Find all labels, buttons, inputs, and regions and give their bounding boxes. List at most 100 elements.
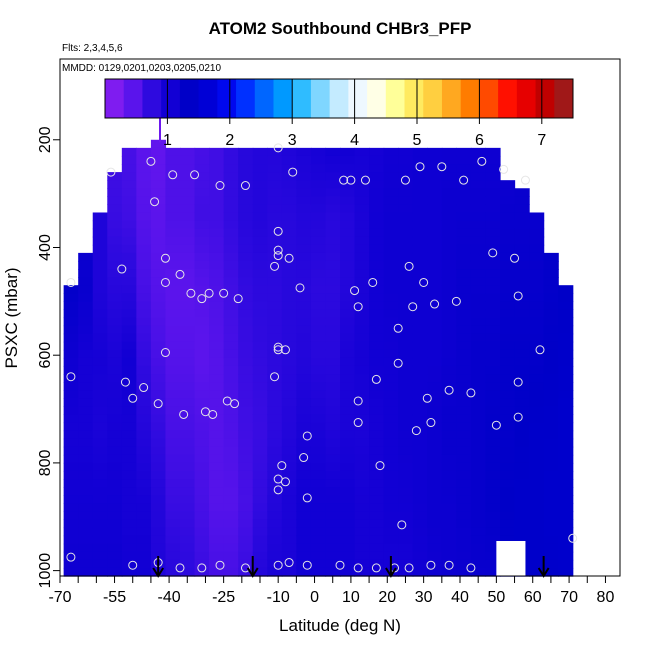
heatmap-cell bbox=[107, 495, 123, 504]
sample-point bbox=[477, 156, 487, 166]
heatmap-cell bbox=[543, 260, 559, 270]
sample-point bbox=[175, 563, 185, 573]
heatmap-cell bbox=[136, 422, 152, 432]
heatmap-cell bbox=[558, 406, 574, 416]
heatmap-cell bbox=[470, 341, 487, 351]
heatmap-cell bbox=[485, 527, 501, 537]
heatmap-cell bbox=[441, 220, 457, 230]
heatmap-cell bbox=[223, 317, 239, 327]
heatmap-cell bbox=[136, 228, 152, 238]
heatmap-cell bbox=[296, 357, 312, 367]
heatmap-cell bbox=[529, 228, 545, 238]
heatmap-cell bbox=[180, 438, 196, 448]
heatmap-cell bbox=[500, 357, 516, 367]
heatmap-cell bbox=[427, 172, 443, 181]
heatmap-cell bbox=[500, 446, 516, 456]
heatmap-cell bbox=[194, 188, 210, 197]
heatmap-cell bbox=[354, 511, 370, 521]
heatmap-cell bbox=[310, 349, 327, 359]
heatmap-cell bbox=[500, 503, 516, 512]
heatmap-cell bbox=[121, 462, 137, 472]
heatmap-cell bbox=[456, 252, 472, 262]
heatmap-cell bbox=[441, 535, 457, 545]
heatmap-cell bbox=[500, 260, 516, 270]
heatmap-cell bbox=[485, 430, 501, 440]
heatmap-cell bbox=[340, 390, 356, 399]
sample-point bbox=[146, 156, 156, 166]
heatmap-cell bbox=[412, 374, 428, 383]
heatmap-cell bbox=[354, 244, 370, 254]
heatmap-cell bbox=[354, 285, 370, 294]
heatmap-cell bbox=[470, 519, 487, 529]
heatmap-cell bbox=[310, 333, 327, 343]
heatmap-cell bbox=[252, 430, 268, 440]
heatmap-cell bbox=[296, 414, 312, 424]
heatmap-cell bbox=[470, 333, 487, 343]
heatmap-cell bbox=[383, 180, 399, 189]
heatmap-cell bbox=[296, 527, 312, 537]
heatmap-cell bbox=[136, 374, 152, 383]
colorbar-swatch bbox=[273, 79, 293, 118]
heatmap-cell bbox=[340, 164, 356, 173]
heatmap-cell bbox=[136, 430, 152, 440]
heatmap-cell bbox=[441, 293, 457, 302]
heatmap-cell bbox=[485, 172, 501, 181]
heatmap-cell bbox=[310, 414, 327, 424]
y-tick-label: 400 bbox=[37, 234, 54, 261]
heatmap-cell bbox=[296, 567, 312, 577]
heatmap-cell bbox=[238, 341, 254, 351]
heatmap-cell bbox=[500, 438, 516, 448]
heatmap-cell bbox=[398, 365, 414, 375]
heatmap-cell bbox=[340, 365, 356, 375]
heatmap-cell bbox=[267, 382, 283, 391]
heatmap-cell bbox=[107, 333, 123, 343]
heatmap-cell bbox=[558, 317, 574, 327]
heatmap-cell bbox=[427, 164, 443, 173]
heatmap-cell bbox=[121, 470, 137, 480]
heatmap-cell bbox=[470, 180, 487, 189]
heatmap-cell bbox=[441, 479, 457, 488]
heatmap-cell bbox=[325, 269, 341, 278]
colorbar-swatch bbox=[105, 79, 125, 118]
heatmap-cell bbox=[107, 357, 123, 367]
heatmap-cell bbox=[281, 495, 297, 504]
heatmap-cell bbox=[78, 535, 94, 545]
heatmap-cell bbox=[500, 495, 516, 504]
heatmap-cell bbox=[310, 495, 327, 504]
heatmap-cell bbox=[500, 212, 516, 222]
heatmap-cell bbox=[558, 543, 574, 553]
heatmap-cell bbox=[296, 228, 312, 238]
heatmap-cell bbox=[267, 503, 283, 512]
heatmap-cell bbox=[121, 228, 137, 238]
heatmap-cell bbox=[441, 236, 457, 246]
heatmap-cell bbox=[500, 382, 516, 391]
heatmap-cell bbox=[441, 349, 457, 359]
heatmap-cell bbox=[194, 503, 210, 512]
heatmap-cell bbox=[470, 422, 487, 432]
sample-point bbox=[353, 418, 363, 428]
heatmap-cell bbox=[107, 212, 123, 222]
heatmap-cell bbox=[267, 269, 283, 278]
heatmap-cell bbox=[63, 503, 79, 512]
heatmap-cell bbox=[456, 357, 472, 367]
heatmap-cell bbox=[383, 462, 399, 472]
heatmap-cell bbox=[427, 470, 443, 480]
heatmap-cell bbox=[500, 188, 516, 197]
heatmap-cell bbox=[412, 382, 428, 391]
heatmap-cell bbox=[485, 196, 501, 206]
heatmap-cell bbox=[369, 236, 385, 246]
heatmap-cell bbox=[427, 196, 443, 206]
sample-point bbox=[128, 393, 138, 403]
heatmap-cell bbox=[325, 333, 341, 343]
heatmap-cell bbox=[165, 196, 181, 206]
heatmap-cell bbox=[485, 164, 501, 173]
heatmap-cell bbox=[194, 527, 210, 537]
heatmap-cell bbox=[267, 293, 283, 302]
heatmap-cell bbox=[92, 228, 108, 238]
heatmap-cell bbox=[485, 446, 501, 456]
heatmap-cell bbox=[456, 438, 472, 448]
heatmap-cell bbox=[383, 535, 399, 545]
heatmap-cell bbox=[223, 374, 239, 383]
x-tick-label: 50 bbox=[487, 589, 505, 606]
